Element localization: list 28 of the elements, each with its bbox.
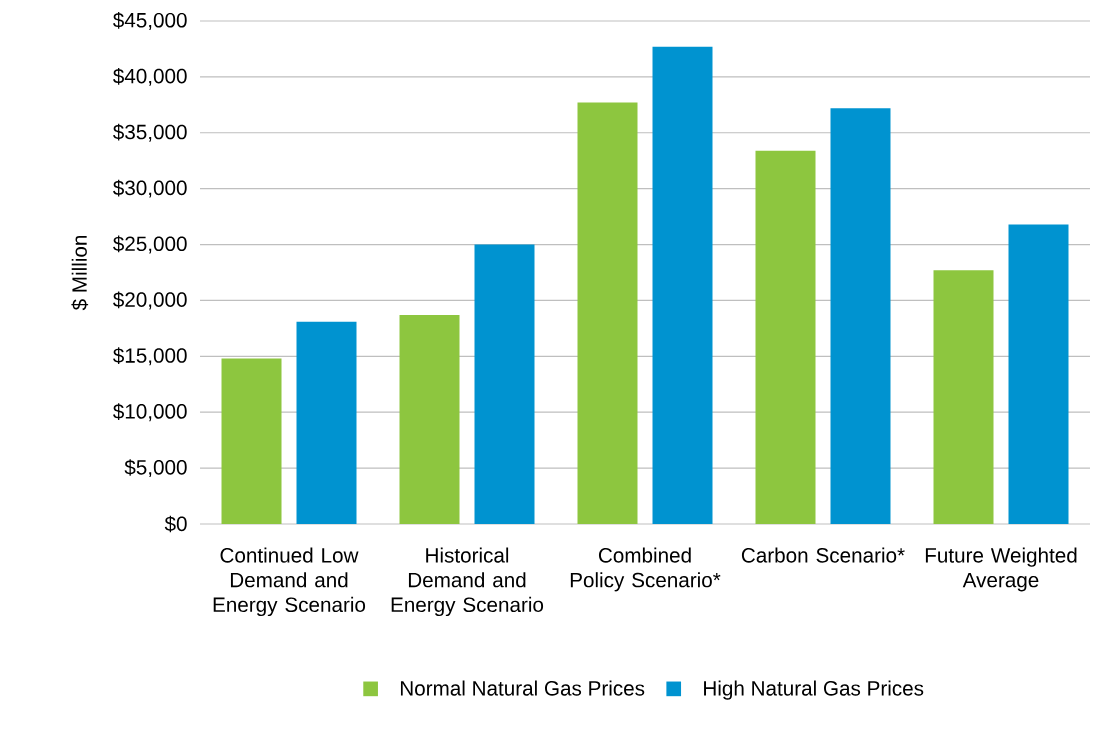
y-tick-label: $15,000: [113, 347, 187, 366]
legend-label: Normal Natural Gas Prices: [400, 680, 645, 696]
bar: [221, 358, 282, 524]
y-tick-label: $25,000: [113, 235, 187, 254]
y-axis-title: $ Million: [71, 235, 89, 311]
y-tick-label: $10,000: [113, 403, 187, 422]
bar: [474, 244, 535, 524]
bar: [933, 270, 994, 524]
y-tick-label: $5,000: [124, 459, 187, 478]
bar: [830, 108, 891, 524]
bar: [577, 102, 638, 524]
x-tick-label: Continued Low Demand and Energy Scenario: [213, 547, 366, 617]
y-tick-label: $35,000: [113, 123, 187, 142]
bar: [296, 321, 357, 524]
x-tick-label: Historical Demand and Energy Scenario: [391, 547, 544, 617]
x-tick-label: Combined Policy Scenario*: [570, 547, 721, 592]
y-tick-label: $45,000: [113, 12, 187, 30]
bar: [755, 150, 816, 524]
bar: [399, 314, 460, 524]
y-tick-label: $0: [164, 515, 187, 533]
legend-label: High Natural Gas Prices: [704, 680, 924, 700]
bar: [1008, 224, 1069, 524]
y-tick-label: $40,000: [113, 67, 187, 86]
x-tick-label: Future Weighted Average: [925, 547, 1077, 592]
y-tick-label: $30,000: [113, 179, 187, 198]
bar: [652, 46, 713, 524]
x-tick-label: Carbon Scenario*: [741, 547, 905, 563]
y-tick-label: $20,000: [113, 291, 187, 310]
